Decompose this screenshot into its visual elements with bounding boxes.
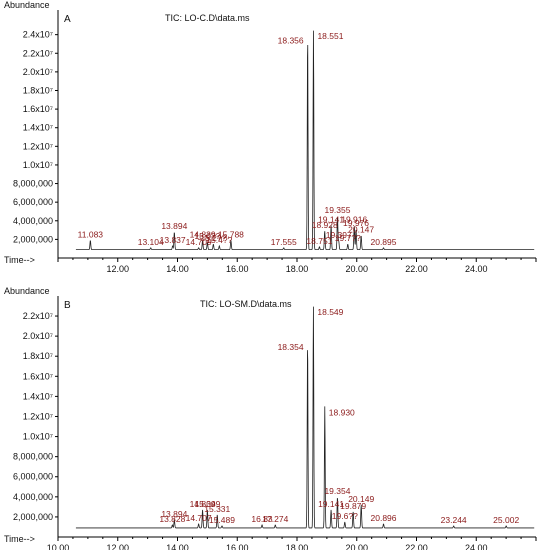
x-tick-label: 12.00 (106, 264, 129, 274)
peak-label: 11.083 (78, 229, 104, 239)
y-tick-label: 1.0x10⁷ (23, 160, 53, 170)
tic-trace (75, 30, 535, 251)
x-axis-label: Time--> (4, 255, 35, 265)
x-tick-label: 20.00 (345, 264, 368, 274)
peak-label: 13.894 (161, 509, 187, 519)
peak-label: 15.049 (194, 499, 220, 509)
x-tick-label: 24.00 (465, 543, 488, 550)
y-tick-label: 4,000,000 (13, 216, 53, 226)
peak-label: 17.555 (271, 237, 297, 247)
panel-a: Abundance A TIC: LO-C.D\data.ms Time--> 2,00… (4, 0, 537, 274)
peak-label: 20.149 (348, 494, 374, 504)
y-tick-label: 1.6x10⁷ (23, 104, 53, 114)
peak-label: 19.141 (318, 499, 344, 509)
y-tick-label: 1.2x10⁷ (23, 411, 53, 421)
x-tick-label: 24.00 (465, 264, 488, 274)
peak-label: 14.707 (186, 513, 212, 523)
y-tick-label: 6,000,000 (13, 472, 53, 482)
y-tick-label: 1.8x10⁷ (23, 351, 53, 361)
peak-label: 19.7?? (335, 233, 361, 243)
peak-label: 19.6?? (332, 511, 358, 521)
peak-label: 15.2?? (200, 233, 226, 243)
peak-label: 19.397 (326, 230, 352, 240)
y-axis-label: Abundance (4, 0, 50, 10)
peak-label: 15.788 (218, 229, 244, 239)
panel-label: B (64, 300, 71, 311)
y-tick-label: 2.0x10⁷ (23, 331, 53, 341)
x-tick-label: 14.00 (166, 543, 189, 550)
peak-label: 18.928 (312, 220, 338, 230)
x-tick-label: 10.00 (47, 543, 70, 550)
x-tick-label: 16.00 (226, 543, 249, 550)
peak-label: 13.837 (160, 235, 186, 245)
y-tick-label: 4,000,000 (13, 492, 53, 502)
x-tick-label: 20.00 (345, 543, 368, 550)
peak-label: 23.244 (441, 515, 467, 525)
y-tick-label: 1.8x10⁷ (23, 85, 53, 95)
peak-label: 18.549 (317, 307, 343, 317)
tic-trace (75, 306, 535, 529)
peak-label: 18.751 (306, 236, 332, 246)
y-tick-label: 1.0x10⁷ (23, 432, 53, 442)
y-tick-label: 2.2x10⁷ (23, 311, 53, 321)
x-tick-label: 14.00 (166, 264, 189, 274)
y-tick-label: 2,000,000 (13, 234, 53, 244)
peak-label: 14.709 (186, 237, 212, 247)
peak-label: 19.141 (318, 214, 344, 224)
x-tick-label: 18.00 (286, 543, 309, 550)
peak-label: 16.83 (251, 514, 273, 524)
y-tick-label: 8,000,000 (13, 179, 53, 189)
peak-label: 13.894 (161, 221, 187, 231)
peak-label: 18.354 (278, 342, 304, 352)
y-tick-label: 6,000,000 (13, 197, 53, 207)
peak-label: 18.356 (278, 36, 304, 46)
peak-label: 15.331 (204, 504, 230, 514)
peak-label: 19.879 (340, 501, 366, 511)
peak-label: 19.916 (341, 214, 367, 224)
peak-label: 20.895 (370, 237, 396, 247)
y-tick-label: 1.2x10⁷ (23, 141, 53, 151)
peak-label: 13.828 (159, 514, 185, 524)
peak-label: 19.355 (324, 205, 350, 215)
peak-label: 25.002 (493, 515, 519, 525)
peak-label: 14.839 (190, 229, 216, 239)
peak-label: 19.976 (343, 218, 369, 228)
peak-label: 14.839 (190, 499, 216, 509)
peak-label: 15.0?? (194, 231, 220, 241)
peak-label: 20.896 (371, 513, 397, 523)
panel-b: Abundance B TIC: LO-SM.D\data.ms Time--> 2,0… (4, 286, 537, 550)
y-tick-label: 1.4x10⁷ (23, 391, 53, 401)
peak-label: 15.4?? (206, 235, 232, 245)
x-tick-label: 16.00 (226, 264, 249, 274)
peak-label: 19.354 (324, 486, 350, 496)
y-tick-label: 2.2x10⁷ (23, 48, 53, 58)
peak-label: 20.147 (348, 225, 374, 235)
y-axis-label: Abundance (4, 286, 50, 296)
peak-label: 13.104 (138, 237, 164, 247)
peak-label: 18.551 (317, 31, 343, 41)
chart-title: TIC: LO-SM.D\data.ms (200, 299, 292, 309)
x-tick-label: 18.00 (286, 264, 309, 274)
y-tick-label: 1.6x10⁷ (23, 371, 53, 381)
y-tick-label: 1.4x10⁷ (23, 123, 53, 133)
peak-label: 18.930 (329, 407, 355, 417)
y-tick-label: 2.4x10⁷ (23, 30, 53, 40)
x-tick-label: 12.00 (106, 543, 129, 550)
chart-title: TIC: LO-C.D\data.ms (165, 13, 250, 23)
x-axis-label: Time--> (4, 534, 35, 544)
y-tick-label: 8,000,000 (13, 452, 53, 462)
x-tick-label: 22.00 (405, 543, 428, 550)
panel-label: A (64, 14, 71, 25)
y-tick-label: 2,000,000 (13, 512, 53, 522)
peak-label: 17.274 (262, 514, 288, 524)
peak-label: 15.489 (209, 515, 235, 525)
y-tick-label: 2.0x10⁷ (23, 67, 53, 77)
x-tick-label: 22.00 (405, 264, 428, 274)
